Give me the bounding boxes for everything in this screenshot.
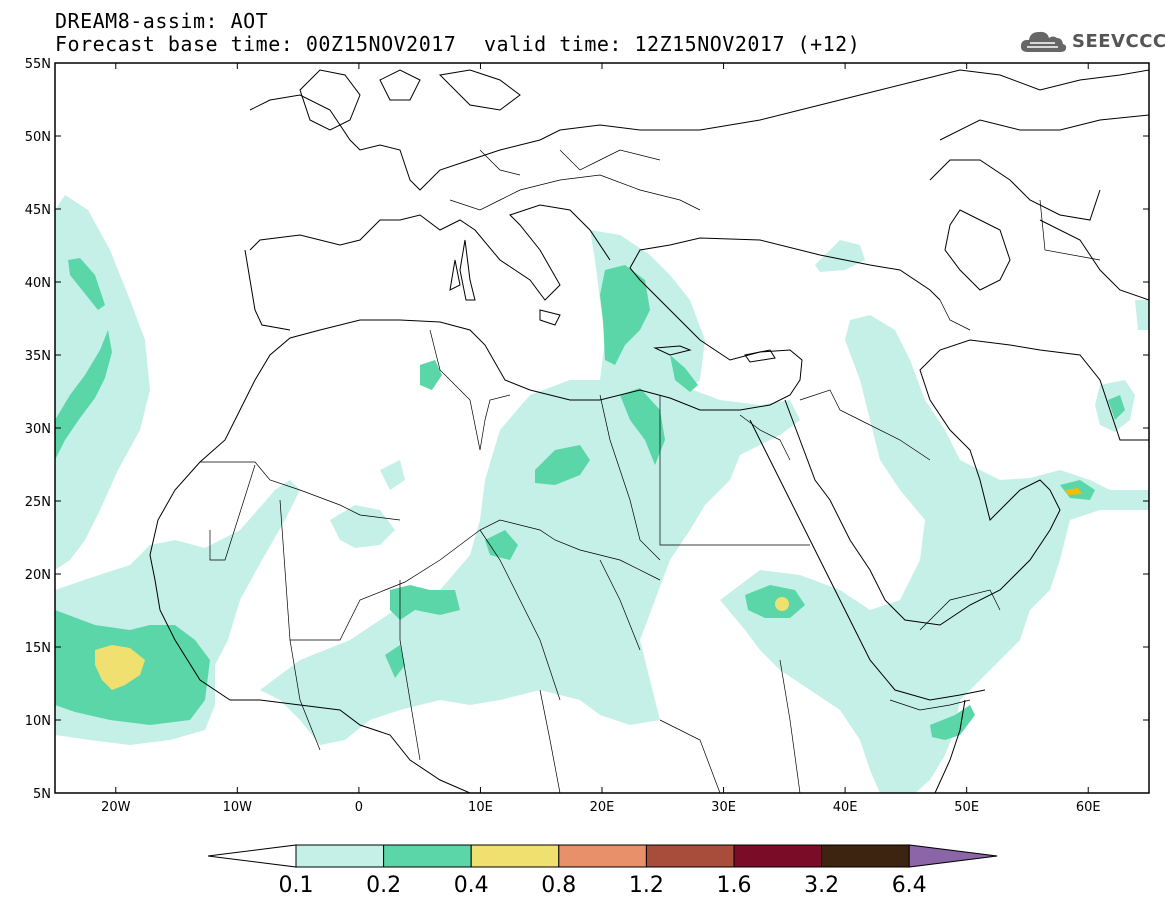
colorbar-box (733, 844, 823, 868)
lat-label: 55N (25, 57, 51, 72)
lat-label: 5N (33, 787, 51, 802)
colorbar-level-label: 6.4 (892, 873, 927, 898)
lon-label: 10E (468, 800, 493, 815)
cloud-icon (1020, 31, 1067, 52)
colorbar-level-label: 0.4 (454, 873, 489, 898)
lat-label: 30N (25, 422, 51, 437)
valid-time: valid time: 12Z15NOV2017 (+12) (484, 32, 861, 56)
country-borders (200, 149, 1101, 793)
colorbar-level-label: 0.1 (279, 873, 314, 898)
lat-label: 25N (25, 495, 51, 510)
forecast-base-time: Forecast base time: 00Z15NOV2017 (55, 32, 457, 56)
colorbar-box (558, 844, 647, 868)
latitude-labels: 55N 50N 45N 40N 35N 30N 25N 20N 15N 10N 5N (25, 57, 51, 802)
colorbar-level-label: 1.2 (629, 873, 664, 898)
longitude-labels: 20W 10W 0 10E 20E 30E 40E 50E 60E (101, 800, 1101, 815)
lat-label: 35N (25, 349, 51, 364)
lon-label: 50E (954, 800, 979, 815)
map-title: DREAM8-assim: AOT (55, 9, 269, 33)
lon-label: 60E (1076, 800, 1101, 815)
colorbar-box (383, 844, 472, 868)
colorbar-box (295, 844, 385, 868)
lat-label: 40N (25, 276, 51, 291)
lat-label: 50N (25, 130, 51, 145)
lat-label: 20N (25, 568, 51, 583)
colorbar-box (470, 844, 560, 868)
lat-label: 10N (25, 714, 51, 729)
logo-text: SEEVCCC (1072, 30, 1165, 52)
colorbar-box (645, 844, 735, 868)
colorbar-level-label: 0.2 (366, 873, 401, 898)
colorbar-box (821, 844, 910, 868)
lon-label: 20E (590, 800, 615, 815)
lat-label: 15N (25, 641, 51, 656)
seevccc-logo: SEEVCCC (1018, 26, 1165, 56)
lon-label: 20W (101, 800, 131, 815)
lon-label: 10W (223, 800, 253, 815)
axis-ticks (55, 62, 1149, 794)
colorbar-level-label: 3.2 (804, 873, 839, 898)
aot-colorbar (207, 844, 998, 868)
lon-label: 30E (711, 800, 736, 815)
colorbar-labels: 0.1 0.2 0.4 0.8 1.2 1.6 3.2 6.4 (279, 873, 927, 898)
colorbar-under-triangle (207, 844, 297, 868)
lat-label: 45N (25, 203, 51, 218)
colorbar-level-label: 0.8 (541, 873, 576, 898)
coastlines (149, 69, 1149, 793)
lon-label: 0 (355, 800, 363, 815)
colorbar-level-label: 1.6 (717, 873, 752, 898)
aot-contours (55, 195, 1149, 793)
colorbar-over-triangle (908, 844, 998, 868)
lon-label: 40E (833, 800, 858, 815)
